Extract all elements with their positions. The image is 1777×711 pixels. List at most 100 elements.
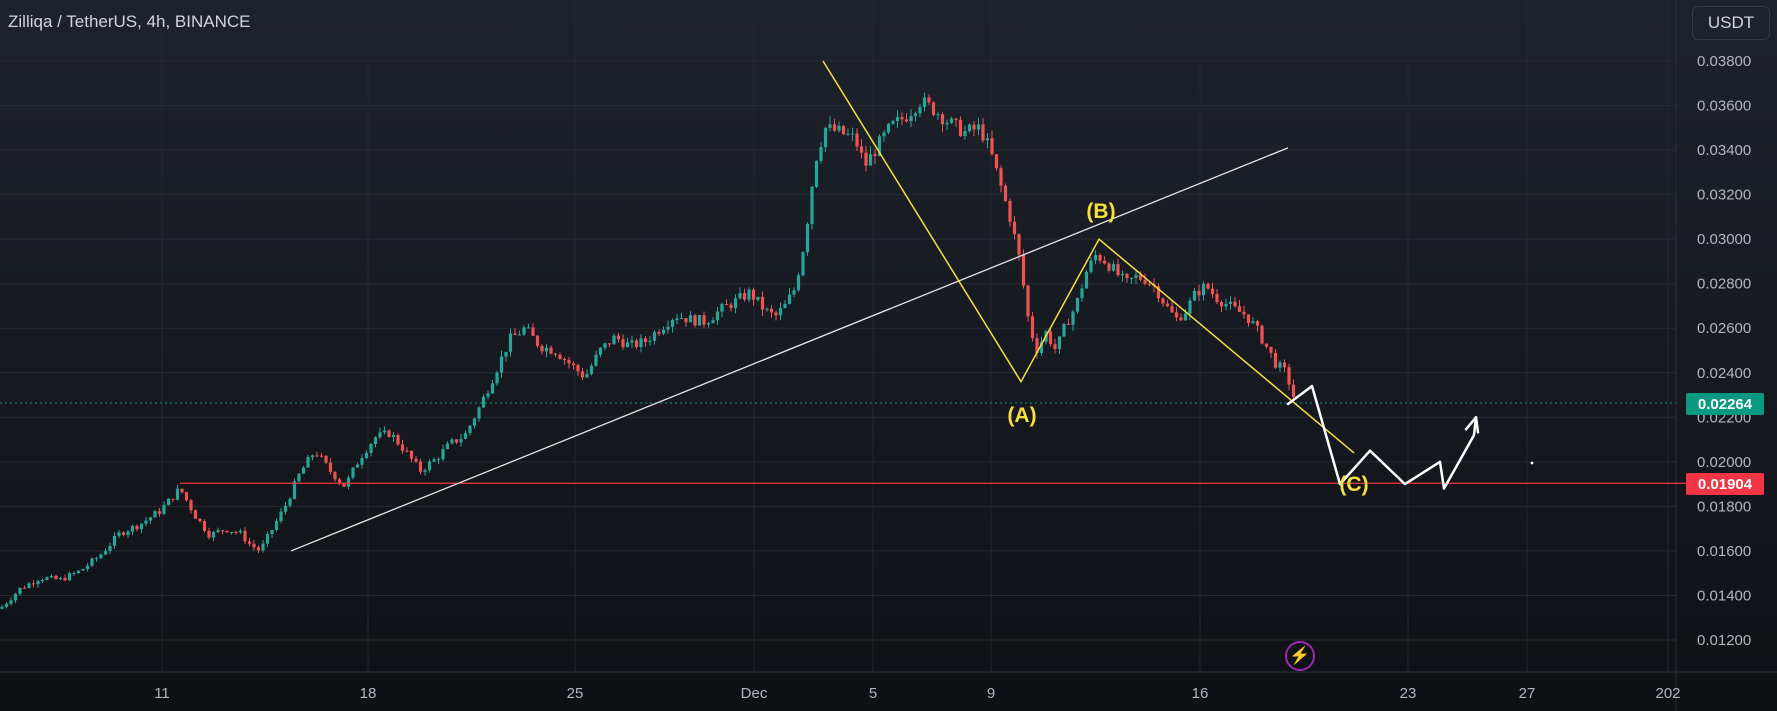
trend-line [290,147,1289,552]
candle-body [45,577,49,580]
candle-body [495,372,499,384]
candle-body [540,345,544,352]
candle-body [958,119,963,137]
candle-body [432,459,436,462]
candle-body [364,452,369,458]
candle-body [157,511,162,514]
candle-body [297,473,301,482]
candle-body [1089,260,1093,272]
lightning-icon[interactable]: ⚡ [1285,641,1315,671]
candle-body [67,573,72,581]
candle-body [1138,274,1143,280]
currency-selector[interactable]: USDT [1692,6,1770,40]
last-price-badge: 0.02264 [1686,393,1764,415]
candle-body [994,154,999,169]
candle-body [1107,263,1111,271]
candle-body [1206,283,1210,289]
candle-body [877,136,882,156]
candle-body [1075,297,1080,312]
candle-body [715,311,720,321]
candle-body [369,444,373,453]
candle-body [1039,341,1044,354]
projection-arrow [1464,416,1480,434]
candle-body [1017,234,1021,255]
candle-body [0,606,4,609]
candle-body [1224,303,1228,307]
candle-body [630,340,634,343]
candle-body [1165,303,1170,307]
candle-body [1188,300,1192,314]
candle-body [805,224,810,253]
y-tick-label: 0.02400 [1697,365,1751,382]
candle-body [688,315,693,323]
candle-body [1174,312,1179,318]
candle-body [963,131,967,137]
candle-body [729,304,733,309]
candle-body [931,102,936,115]
candle-body [625,342,630,348]
candle-body [1287,367,1291,385]
candle-body [9,600,13,604]
candle-body [855,133,859,147]
candle-body [562,359,567,361]
candle-body [427,461,432,471]
candle-body [598,347,603,355]
candle-body [756,296,760,300]
candle-body [1246,314,1251,324]
candle-body [616,335,621,340]
candle-body [1210,288,1215,295]
candle-body [1183,313,1188,321]
candle-body [1066,323,1071,325]
candle-body [801,252,805,276]
candle-body [31,583,36,585]
candle-body [1242,311,1246,315]
x-tick-label: 11 [154,685,170,702]
candle-body [765,308,769,310]
candle-body [418,461,423,472]
candle-body [103,551,108,555]
candle-body [171,498,175,500]
candle-body [1008,200,1012,222]
candle-body [873,154,877,156]
candle-body [148,517,153,521]
y-tick-label: 0.03800 [1697,53,1751,70]
x-tick-label: 5 [869,685,877,702]
candle-body [751,289,756,300]
x-tick-label: 25 [567,685,584,702]
candle-body [436,459,441,461]
candle-body [126,531,130,535]
y-tick-label: 0.02600 [1697,320,1751,337]
candle-body [481,396,486,408]
candle-body [324,455,328,463]
candle-body [585,374,589,378]
candle-body [220,530,225,532]
candle-body [1170,306,1174,313]
candle-body [211,532,216,538]
candle-body [1147,283,1152,285]
candle-body [531,327,535,336]
candle-body [225,530,229,533]
candle-body [769,308,774,313]
candle-body [508,333,513,352]
candle-body [999,168,1003,186]
candle-body [81,568,85,571]
candle-body [117,532,121,536]
candle-body [706,323,711,325]
candle-body [544,347,549,352]
candle-body [810,186,814,225]
candle-body [643,338,648,343]
candle-body [288,498,292,506]
candle-body [108,545,112,552]
candle-body [1003,185,1008,201]
candle-body [463,433,468,439]
candle-body [1012,221,1017,235]
candle-body [189,500,193,511]
wave-labels: (A) (B) (C) [1007,200,1368,496]
candle-body [1120,273,1125,276]
candle-body [657,332,661,334]
candle-body [27,583,31,588]
y-tick-label: 0.03000 [1697,231,1751,248]
candle-body [405,450,409,452]
